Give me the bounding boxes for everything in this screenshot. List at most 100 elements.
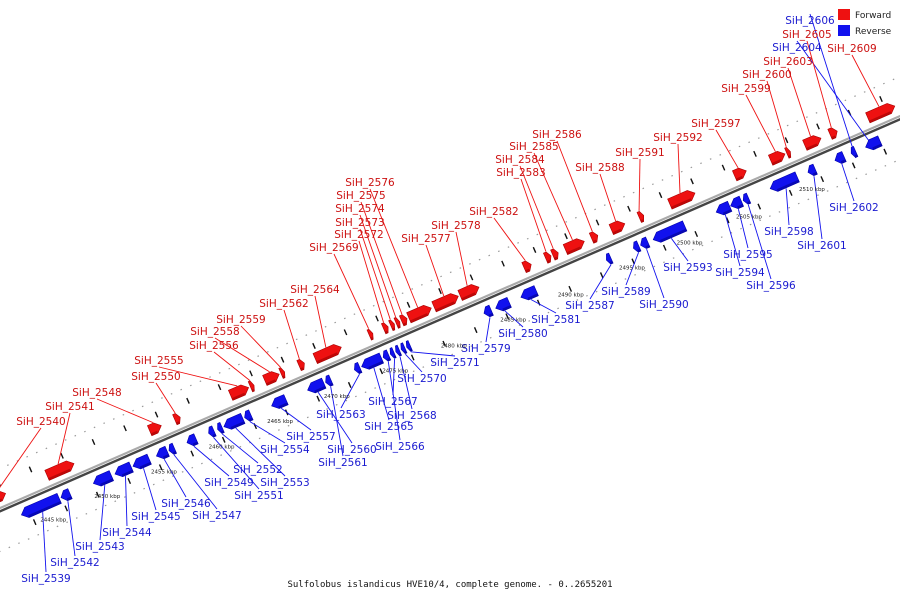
gene-label[interactable]: SiH_2593	[663, 262, 712, 274]
gene-label[interactable]: SiH_2605	[782, 29, 831, 41]
gene-label[interactable]: SiH_2552	[233, 464, 282, 476]
gene-label[interactable]: SiH_2573	[335, 217, 384, 229]
gene-label[interactable]: SiH_2557	[286, 431, 335, 443]
label-leader-line	[405, 353, 423, 373]
gene-label[interactable]: SiH_2594	[715, 267, 765, 279]
scale-tick	[690, 178, 694, 185]
gene-label[interactable]: SiH_2582	[469, 206, 518, 218]
gene-label[interactable]: SiH_2541	[45, 401, 94, 413]
gene-label[interactable]: SiH_2575	[336, 190, 385, 202]
gene-label[interactable]: SiH_2588	[575, 162, 624, 174]
gene-label[interactable]: SiH_2589	[601, 286, 650, 298]
label-leader-line	[42, 512, 47, 573]
label-leader-line	[556, 140, 593, 232]
gene-arrow-shade	[397, 325, 401, 329]
scale-tick	[505, 313, 510, 320]
gene-arrow-shade	[163, 454, 170, 459]
gene-label[interactable]: SiH_2585	[509, 141, 558, 153]
gene-label[interactable]: SiH_2604	[772, 42, 822, 54]
gene-arrow-shade	[735, 175, 743, 181]
label-leader-line	[333, 253, 370, 329]
gene-label[interactable]: SiH_2554	[260, 444, 310, 456]
gene-label[interactable]: SiH_2556	[189, 340, 239, 352]
scale-tick	[442, 340, 447, 347]
gene-label[interactable]: SiH_2576	[345, 177, 395, 189]
gene-label[interactable]: SiH_2603	[763, 56, 812, 68]
gene-label[interactable]: SiH_2581	[531, 314, 580, 326]
gene-label[interactable]: SiH_2579	[461, 343, 510, 355]
gene-label[interactable]: SiH_2580	[498, 328, 547, 340]
gene-label[interactable]: SiH_2555	[134, 355, 183, 367]
gene-label[interactable]: SiH_2560	[327, 444, 376, 456]
gene-label[interactable]: SiH_2570	[397, 373, 446, 385]
gene-label[interactable]: SiH_2547	[192, 510, 241, 522]
gene-label[interactable]: SiH_2539	[21, 573, 70, 585]
gene-arrow-shade	[527, 293, 539, 300]
gene-arrow-shade	[100, 478, 114, 487]
label-leader-line	[493, 217, 526, 261]
gene-label[interactable]: SiH_2561	[318, 457, 367, 469]
scale-tick	[221, 436, 226, 443]
label-leader-line	[221, 433, 259, 464]
scale-tick	[60, 452, 64, 459]
gene-arrow-shade	[747, 200, 751, 205]
gene-label[interactable]: SiH_2565	[364, 421, 413, 433]
gene-arrow-shade	[282, 375, 285, 379]
gene-label[interactable]: SiH_2553	[260, 477, 309, 489]
gene-label[interactable]: SiH_2558	[190, 326, 239, 338]
gene-label[interactable]: SiH_2545	[131, 511, 180, 523]
scale-tick	[694, 230, 699, 238]
gene-label[interactable]: SiH_2596	[746, 280, 796, 292]
gene-label[interactable]: SiH_2606	[785, 15, 835, 27]
gene-label[interactable]: SiH_2599	[721, 83, 770, 95]
scale-tick	[64, 505, 69, 512]
gene-label[interactable]: SiH_2602	[829, 202, 878, 214]
gene-label[interactable]: SiH_2540	[16, 416, 65, 428]
gene-arrow-shade	[370, 337, 374, 341]
gene-label[interactable]: SiH_2584	[495, 154, 545, 166]
gene-label[interactable]: SiH_2601	[797, 240, 846, 252]
gene-label[interactable]: SiH_2550	[131, 371, 180, 383]
label-leader-line	[373, 367, 390, 421]
gene-label[interactable]: SiH_2546	[161, 498, 211, 510]
gene-label[interactable]: SiH_2600	[742, 69, 791, 81]
label-leader-line	[785, 188, 790, 226]
scale-tick	[662, 244, 667, 251]
gene-label[interactable]: SiH_2572	[334, 229, 383, 241]
legend-forward-swatch	[838, 9, 850, 20]
gene-label[interactable]: SiH_2543	[75, 541, 124, 553]
gene-label[interactable]: SiH_2597	[691, 118, 740, 130]
dotted-guide-lines	[0, 75, 900, 553]
gene-label[interactable]: SiH_2587	[565, 300, 614, 312]
gene-label[interactable]: SiH_2567	[368, 396, 417, 408]
gene-label[interactable]: SiH_2591	[615, 147, 664, 159]
kbp-tick-label: 2505 kbp	[736, 215, 762, 221]
gene-label[interactable]: SiH_2578	[431, 220, 480, 232]
gene-label[interactable]: SiH_2548	[72, 387, 121, 399]
gene-label[interactable]: SiH_2544	[102, 527, 152, 539]
gene-label[interactable]: SiH_2542	[50, 557, 99, 569]
gene-label[interactable]: SiH_2592	[653, 132, 702, 144]
scale-tick	[186, 397, 190, 404]
gene-label[interactable]: SiH_2595	[723, 249, 772, 261]
gene-label[interactable]: SiH_2566	[375, 441, 425, 453]
gene-label[interactable]: SiH_2583	[496, 167, 545, 179]
gene-label[interactable]: SiH_2559	[216, 314, 265, 326]
gene-label[interactable]: SiH_2562	[259, 298, 308, 310]
gene-label[interactable]: SiH_2549	[204, 477, 253, 489]
gene-label[interactable]: SiH_2568	[387, 410, 436, 422]
gene-label[interactable]: SiH_2551	[234, 490, 283, 502]
gene-label[interactable]: SiH_2563	[316, 409, 365, 421]
gene-label[interactable]: SiH_2564	[290, 284, 340, 296]
gene-label[interactable]: SiH_2571	[430, 357, 479, 369]
gene-arrow-shade	[461, 292, 476, 301]
gene-label[interactable]: SiH_2586	[532, 129, 582, 141]
label-leader-line	[455, 231, 468, 286]
gene-label[interactable]: SiH_2598	[764, 226, 813, 238]
label-leader-line	[715, 129, 739, 169]
gene-label[interactable]: SiH_2590	[639, 299, 688, 311]
gene-label[interactable]: SiH_2574	[335, 203, 385, 215]
gene-label[interactable]: SiH_2569	[309, 242, 358, 254]
gene-label[interactable]: SiH_2609	[827, 43, 876, 55]
gene-label[interactable]: SiH_2577	[401, 233, 450, 245]
